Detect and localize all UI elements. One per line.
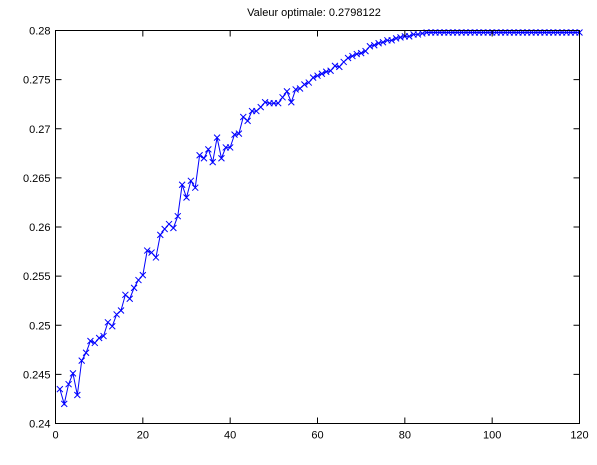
x-tick-label: 60: [311, 430, 323, 442]
data-point-marker: [405, 33, 413, 40]
data-point-marker: [388, 36, 396, 44]
data-point-marker: [309, 74, 317, 82]
y-tick-label: 0.25: [29, 320, 50, 332]
y-tick-label: 0.26: [29, 222, 50, 234]
x-tick-label: 80: [399, 430, 411, 442]
data-point-marker: [87, 337, 94, 345]
data-point-marker: [130, 284, 138, 292]
data-point-marker: [318, 70, 326, 78]
x-tick-label: 20: [137, 430, 149, 442]
data-point-marker: [152, 254, 160, 261]
data-point-marker: [170, 224, 177, 232]
data-point-marker: [95, 334, 103, 342]
data-point-marker: [139, 271, 147, 279]
y-tick-label: 0.245: [23, 369, 51, 381]
data-point-marker: [274, 99, 282, 107]
data-point-marker: [73, 391, 81, 399]
data-point-marker: [235, 130, 243, 138]
data-point-marker: [379, 38, 387, 46]
data-point-marker: [82, 349, 90, 357]
x-tick-label: 100: [483, 430, 501, 442]
data-point-marker: [370, 41, 378, 49]
data-point-marker: [314, 72, 321, 80]
data-point-marker: [126, 295, 134, 303]
data-point-marker: [178, 181, 186, 189]
data-point-marker: [100, 332, 107, 340]
data-point-marker: [200, 154, 208, 162]
y-tick-label: 0.255: [23, 271, 51, 283]
data-point-marker: [183, 194, 190, 201]
y-axis: 0.24 0.245 0.25 0.255 0.26 0.265 0.27 0.275 0.28: [23, 26, 580, 431]
data-point-marker: [218, 154, 225, 162]
data-point-marker: [108, 322, 116, 330]
chart-title: Valeur optimale: 0.2798122: [247, 7, 381, 19]
data-point-marker: [287, 98, 295, 106]
data-point-marker: [213, 134, 221, 141]
data-point-marker: [283, 88, 291, 95]
data-point-marker: [174, 212, 182, 220]
y-tick-label: 0.275: [23, 75, 51, 87]
x-tick-label: 0: [52, 430, 58, 442]
data-point-marker: [187, 177, 195, 185]
data-point-marker: [65, 380, 72, 388]
data-point-marker: [209, 158, 217, 166]
data-point-marker: [349, 52, 356, 60]
series-layer: [56, 29, 583, 408]
data-point-marker: [56, 385, 64, 393]
data-point-marker: [117, 307, 125, 314]
data-point-marker: [244, 117, 251, 125]
data-point-marker: [279, 93, 286, 101]
data-point-marker: [204, 146, 212, 153]
series-line: [59, 31, 580, 406]
data-point-marker: [191, 184, 199, 192]
data-point-marker: [301, 81, 308, 88]
data-point-marker: [60, 400, 68, 408]
data-point-marker: [357, 49, 365, 57]
data-point-marker: [344, 54, 352, 62]
y-tick-label: 0.28: [29, 26, 50, 38]
y-tick-label: 0.24: [29, 419, 50, 431]
data-point-marker: [226, 144, 234, 151]
data-point-marker: [69, 370, 77, 377]
x-axis: 0 20 40 60 80 100 120: [52, 30, 589, 442]
y-tick-label: 0.265: [23, 173, 51, 185]
data-point-marker: [156, 231, 164, 239]
data-point-marker: [143, 247, 151, 254]
y-tick-label: 0.27: [29, 124, 50, 136]
data-point-marker: [78, 357, 86, 364]
data-point-marker: [196, 151, 203, 159]
x-tick-label: 120: [570, 430, 588, 442]
x-tick-label: 40: [224, 430, 236, 442]
